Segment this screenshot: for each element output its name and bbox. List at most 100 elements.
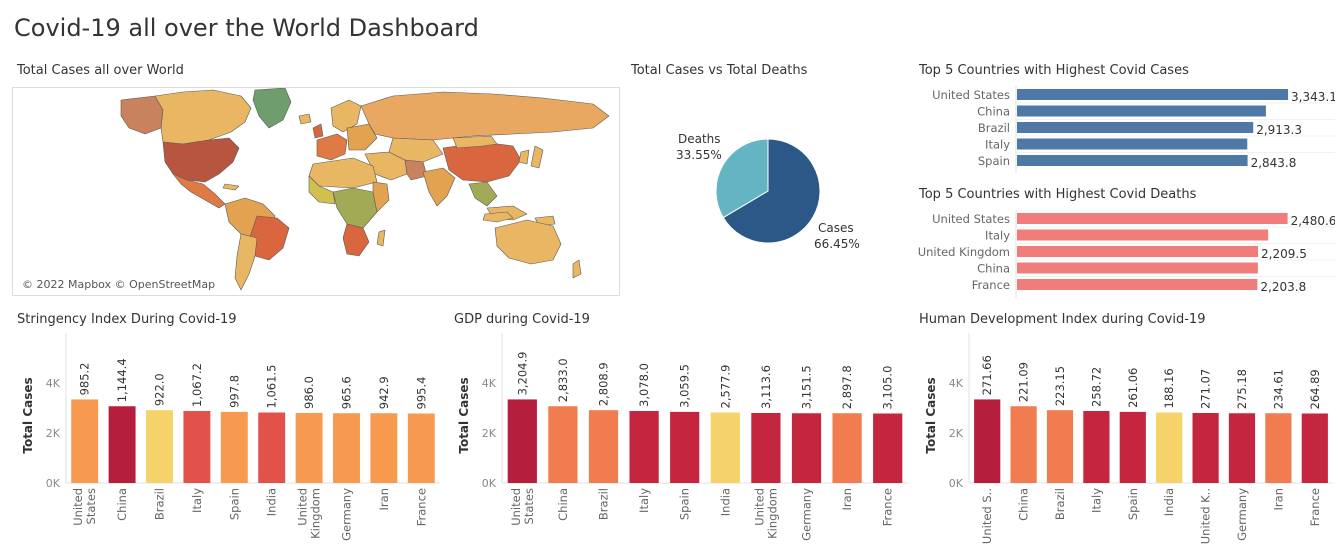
hdi-bar[interactable] [974, 399, 1001, 483]
gdp-value-label: 3,113.6 [759, 365, 773, 409]
stringency-y-axis-title: Total Cases [21, 377, 35, 453]
stringency-bar[interactable] [108, 406, 136, 483]
gdp-value-label: 3,078.0 [637, 363, 651, 407]
top-cases-value-label: 2,843.8 [1251, 156, 1297, 170]
top-deaths-category-label: United Kingdom [918, 245, 1010, 259]
hdi-bar[interactable] [1046, 410, 1074, 483]
map-credit: © 2022 Mapbox © OpenStreetMap [20, 278, 218, 291]
top-deaths-bar[interactable] [1017, 246, 1259, 257]
hdi-bar[interactable] [1192, 413, 1219, 483]
top-deaths-category-label: France [972, 278, 1010, 292]
top-deaths-value-label: 2,480.6 [1291, 214, 1335, 228]
hdi-bar[interactable] [1119, 411, 1146, 483]
gdp-value-label: 2,577.9 [718, 365, 732, 409]
gdp-bar[interactable] [670, 411, 700, 483]
pie-panel-title: Total Cases vs Total Deaths [631, 63, 808, 78]
hdi-category-label: China [1017, 488, 1031, 521]
gdp-bar[interactable] [588, 410, 619, 483]
gdp-value-label: 3,151.5 [800, 365, 814, 409]
gdp-value-label: 2,833.0 [556, 358, 570, 402]
hdi-category-label: Italy [1089, 488, 1103, 513]
map-region [308, 157, 378, 189]
hdi-bar[interactable] [1301, 413, 1328, 484]
stringency-bar[interactable] [220, 411, 248, 483]
top-cases-bar[interactable] [1017, 122, 1254, 133]
hdi-value-label: 275.18 [1235, 369, 1249, 409]
top-cases-bar[interactable] [1017, 155, 1248, 166]
stringency-bar[interactable] [407, 413, 435, 484]
gdp-bar[interactable] [548, 406, 578, 483]
stringency-category-label: Brazil [153, 488, 167, 520]
hdi-bar[interactable] [1083, 411, 1110, 483]
top-cases-category-label: Italy [985, 138, 1010, 152]
gdp-y-tick-label: 0K [482, 477, 497, 490]
hdi-bar[interactable] [1265, 413, 1292, 483]
stringency-category-label: Iran [377, 488, 391, 510]
hdi-bar[interactable] [1010, 406, 1037, 483]
stringency-value-label: 942.9 [377, 376, 391, 409]
gdp-value-label: 2,808.9 [597, 362, 611, 406]
gdp-bar[interactable] [751, 413, 781, 483]
stringency-value-label: 985.2 [78, 362, 92, 395]
gdp-bar[interactable] [791, 413, 822, 483]
stringency-bar[interactable] [333, 413, 360, 483]
hdi-value-label: 234.61 [1271, 369, 1285, 409]
gdp-category-label: United [509, 488, 523, 526]
gdp-value-label: 3,204.9 [515, 352, 529, 396]
stringency-bar[interactable] [258, 412, 286, 484]
world-map[interactable]: © 2022 Mapbox © OpenStreetMap [12, 87, 620, 296]
map-region [346, 123, 378, 151]
top-cases-bar[interactable] [1017, 89, 1289, 100]
gdp-bar[interactable] [832, 413, 862, 483]
stringency-bar[interactable] [71, 399, 99, 483]
gdp-bar[interactable] [873, 413, 903, 484]
hdi-category-label: United K.. [1199, 488, 1213, 544]
hdi-bar[interactable] [1228, 413, 1256, 483]
stringency-bar[interactable] [295, 413, 323, 483]
pie-label-cases: Cases [818, 221, 854, 235]
gdp-category-label: France [881, 488, 895, 526]
stringency-bar[interactable] [183, 411, 211, 483]
stringency-category-label: China [115, 488, 129, 521]
hdi-bar[interactable] [1156, 412, 1183, 484]
world-map-canvas [120, 88, 610, 291]
pie-slice-deaths[interactable] [715, 138, 769, 219]
map-region [572, 259, 582, 279]
top-cases-bar[interactable] [1017, 105, 1266, 117]
gdp-bar[interactable] [629, 411, 659, 483]
map-region [120, 95, 164, 135]
gdp-bar[interactable] [710, 412, 740, 484]
stringency-category-label: United [296, 488, 310, 526]
stringency-bar[interactable] [146, 410, 173, 483]
hdi-y-tick-label: 2K [949, 427, 964, 440]
map-region [222, 183, 240, 191]
stringency-bar[interactable] [370, 413, 398, 483]
top-deaths-value-label: 2,203.8 [1260, 280, 1306, 294]
map-region [482, 211, 514, 223]
top-deaths-value-label: 2,209.5 [1261, 247, 1307, 261]
top-deaths-chart: United States 2,480.6 Italy United Kingdom 2… [918, 210, 1335, 298]
map-region [298, 113, 312, 125]
map-region [530, 145, 544, 169]
top-deaths-bar[interactable] [1017, 229, 1269, 241]
stringency-value-label: 1,144.4 [115, 358, 129, 402]
gdp-title: GDP during Covid-19 [454, 312, 590, 327]
hdi-value-label: 188.16 [1162, 368, 1176, 408]
top-cases-bar[interactable] [1017, 138, 1248, 150]
top-deaths-bar[interactable] [1017, 279, 1258, 290]
gdp-bar[interactable] [507, 399, 537, 483]
top-deaths-bar[interactable] [1017, 213, 1288, 224]
top-deaths-bar[interactable] [1017, 262, 1258, 274]
map-region [360, 91, 610, 141]
pie-slice-cases[interactable] [722, 138, 821, 244]
pie-pct-deaths: 33.55% [676, 148, 722, 162]
stringency-y-tick-label: 0K [46, 477, 61, 490]
top-cases-title: Top 5 Countries with Highest Covid Cases [919, 63, 1189, 78]
map-region [162, 137, 240, 183]
top-cases-category-label: Brazil [978, 121, 1010, 135]
map-region [308, 175, 336, 205]
hdi-value-label: 258.72 [1089, 367, 1103, 407]
gdp-y-axis-title: Total Cases [457, 377, 471, 453]
map-region [376, 229, 386, 247]
hdi-value-label: 221.09 [1017, 362, 1031, 402]
